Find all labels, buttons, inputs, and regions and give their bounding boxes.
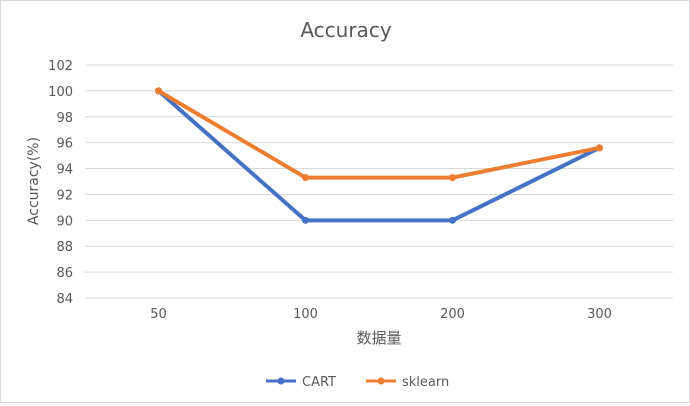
- data-point-sklearn: [449, 174, 456, 182]
- x-axis-ticks: 50 100 200 300: [150, 307, 612, 322]
- legend-label: CART: [302, 375, 336, 390]
- x-tick-label: 100: [293, 307, 318, 322]
- y-tick-label: 88: [56, 240, 73, 255]
- legend-swatch-marker: [377, 377, 385, 385]
- series-line-CART: [156, 88, 602, 223]
- legend-swatch-marker: [277, 377, 285, 385]
- data-point-sklearn: [155, 87, 162, 95]
- gridlines: [85, 64, 673, 299]
- legend-item-sklearn: sklearn: [366, 375, 449, 390]
- y-tick-label: 86: [56, 266, 73, 281]
- x-tick-label: 50: [150, 307, 167, 322]
- data-point-CART: [302, 216, 309, 224]
- chart-title: Accuracy: [300, 18, 391, 42]
- data-point-sklearn: [596, 144, 603, 152]
- y-tick-label: 100: [48, 85, 73, 100]
- y-tick-label: 92: [56, 188, 73, 203]
- x-tick-label: 200: [440, 307, 465, 322]
- y-tick-label: 102: [48, 59, 73, 74]
- y-tick-label: 98: [56, 111, 73, 126]
- x-tick-label: 300: [587, 307, 612, 322]
- y-tick-label: 96: [56, 137, 73, 152]
- series-line-sklearn: [156, 88, 602, 180]
- data-point-CART: [449, 216, 456, 224]
- legend-item-CART: CART: [266, 375, 336, 390]
- legend: CART sklearn: [266, 375, 449, 390]
- y-tick-label: 90: [56, 214, 73, 229]
- legend-label: sklearn: [402, 375, 449, 390]
- y-axis-label: Accuracy(%): [26, 137, 42, 225]
- data-point-sklearn: [302, 174, 309, 182]
- y-axis-ticks: 84 86 88 90 92 94 96 98 100 102: [48, 59, 73, 307]
- x-axis-label: 数据量: [356, 329, 401, 347]
- y-tick-label: 84: [56, 292, 73, 307]
- y-tick-label: 94: [56, 163, 73, 178]
- series-lines: [155, 87, 603, 224]
